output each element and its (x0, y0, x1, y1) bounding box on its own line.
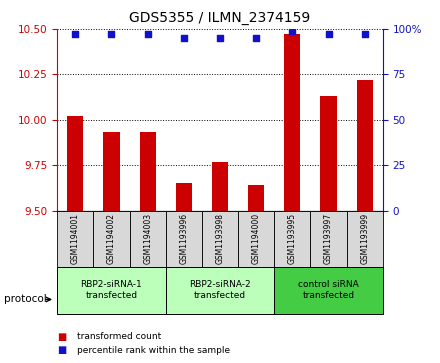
Text: ■: ■ (57, 332, 66, 342)
Text: RBP2-siRNA-1
transfected: RBP2-siRNA-1 transfected (81, 280, 143, 301)
Title: GDS5355 / ILMN_2374159: GDS5355 / ILMN_2374159 (129, 11, 311, 25)
Point (289, 28, 296, 34)
Bar (202, 211, 238, 267)
Bar (93, 211, 129, 267)
Bar (166, 211, 202, 267)
Point (108, 32, 115, 37)
Bar (166, 267, 274, 314)
Bar (57, 267, 166, 314)
Bar (356, 80, 373, 211)
Point (253, 35, 260, 41)
Text: GSM1194001: GSM1194001 (71, 213, 80, 264)
Point (325, 32, 332, 37)
Text: percentile rank within the sample: percentile rank within the sample (77, 346, 230, 355)
Bar (67, 116, 84, 211)
Bar (248, 185, 264, 211)
Text: control siRNA
transfected: control siRNA transfected (298, 280, 359, 301)
Bar (139, 132, 156, 211)
Bar (274, 267, 383, 314)
Text: GSM1194003: GSM1194003 (143, 213, 152, 264)
Bar (311, 211, 347, 267)
Text: GSM1193997: GSM1193997 (324, 213, 333, 264)
Bar (238, 211, 274, 267)
Text: RBP2-siRNA-2
transfected: RBP2-siRNA-2 transfected (189, 280, 251, 301)
Text: GSM1194002: GSM1194002 (107, 213, 116, 264)
Bar (103, 132, 120, 211)
Text: GSM1193998: GSM1193998 (216, 213, 224, 264)
Text: GSM1193996: GSM1193996 (180, 213, 188, 264)
Bar (274, 211, 311, 267)
Text: GSM1193999: GSM1193999 (360, 213, 369, 264)
Bar (129, 211, 166, 267)
Bar (284, 34, 301, 211)
Bar (212, 162, 228, 211)
Text: transformed count: transformed count (77, 333, 161, 341)
Bar (320, 96, 337, 211)
Text: ■: ■ (57, 345, 66, 355)
Text: GSM1193995: GSM1193995 (288, 213, 297, 264)
Text: protocol: protocol (4, 294, 47, 305)
Point (144, 32, 151, 37)
Point (72, 32, 79, 37)
Bar (176, 183, 192, 211)
Point (361, 32, 368, 37)
Text: GSM1194000: GSM1194000 (252, 213, 260, 264)
Bar (57, 211, 93, 267)
Point (180, 35, 187, 41)
Bar (347, 211, 383, 267)
Point (216, 35, 224, 41)
